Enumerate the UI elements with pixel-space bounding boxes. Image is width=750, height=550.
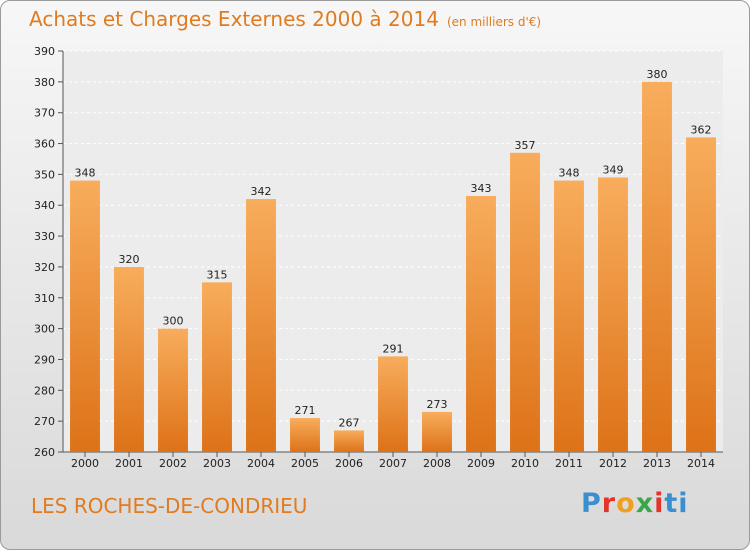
- data-label-2008: 273: [427, 398, 448, 411]
- bar-2009: [466, 195, 496, 452]
- x-tick-label: 2008: [423, 457, 451, 470]
- data-label-2002: 300: [163, 315, 184, 328]
- commune-name: LES ROCHES-DE-CONDRIEU: [31, 494, 308, 518]
- bar-2001: [114, 266, 144, 452]
- x-tick-label: 2000: [71, 457, 99, 470]
- data-label-2010: 357: [515, 139, 536, 152]
- x-tick-label: 2005: [291, 457, 319, 470]
- y-tick-label: 260: [34, 446, 55, 459]
- x-tick-label: 2003: [203, 457, 231, 470]
- bar-2014: [686, 137, 716, 452]
- bar-2000: [70, 180, 100, 453]
- x-tick-label: 2012: [599, 457, 627, 470]
- bar-2011: [554, 180, 584, 453]
- data-label-2000: 348: [75, 167, 96, 180]
- y-tick-label: 330: [34, 230, 55, 243]
- data-label-2013: 380: [647, 68, 668, 81]
- y-tick-label: 340: [34, 199, 55, 212]
- x-tick-label: 2014: [687, 457, 715, 470]
- data-label-2001: 320: [119, 253, 140, 266]
- data-label-2006: 267: [339, 416, 360, 429]
- bar-2007: [378, 356, 408, 452]
- bar-2012: [598, 177, 628, 452]
- data-label-2014: 362: [691, 123, 712, 136]
- x-tick-label: 2002: [159, 457, 187, 470]
- y-tick-label: 290: [34, 353, 55, 366]
- bar-2003: [202, 282, 232, 452]
- bar-2008: [422, 411, 452, 452]
- bar-2006: [334, 430, 364, 452]
- labels: 348 320 300 315 342 271 267 291 273 343 357 348 349 3…: [75, 68, 712, 430]
- bar-2013: [642, 81, 672, 452]
- x-tick-label: 2010: [511, 457, 539, 470]
- x-tick-label: 2004: [247, 457, 275, 470]
- bar-2004: [246, 199, 276, 452]
- y-tick-label: 360: [34, 138, 55, 151]
- chart-title: Achats et Charges Externes 2000 à 2014 (e…: [29, 7, 541, 31]
- y-tick-label: 280: [34, 384, 55, 397]
- x-tick-label: 2011: [555, 457, 583, 470]
- data-label-2007: 291: [383, 342, 404, 355]
- x-tick-label: 2007: [379, 457, 407, 470]
- data-label-2003: 315: [207, 268, 228, 281]
- proxiti-logo: Proxiti: [581, 488, 689, 519]
- bar-2005: [290, 418, 320, 452]
- y-tick-label: 350: [34, 168, 55, 181]
- bar-2002: [158, 328, 188, 452]
- x-tick-label: 2006: [335, 457, 363, 470]
- y-tick-label: 390: [34, 45, 55, 58]
- y-tick-label: 370: [34, 107, 55, 120]
- y-tick-label: 310: [34, 292, 55, 305]
- y-tick-label: 380: [34, 76, 55, 89]
- y-tick-label: 320: [34, 261, 55, 274]
- chart-subtitle: (en milliers d'€): [446, 15, 542, 29]
- x-tick-label: 2009: [467, 457, 495, 470]
- data-label-2011: 348: [559, 167, 580, 180]
- bars: [70, 81, 716, 453]
- data-label-2005: 271: [295, 404, 316, 417]
- data-label-2004: 342: [251, 185, 272, 198]
- chart-title-text: Achats et Charges Externes 2000 à 2014: [29, 7, 439, 31]
- data-label-2009: 343: [471, 182, 492, 195]
- y-tick-label: 300: [34, 323, 55, 336]
- data-label-2012: 349: [603, 163, 624, 176]
- y-tick-label: 270: [34, 415, 55, 428]
- x-tick-label: 2013: [643, 457, 671, 470]
- bar-2010: [510, 152, 540, 453]
- x-tick-label: 2001: [115, 457, 143, 470]
